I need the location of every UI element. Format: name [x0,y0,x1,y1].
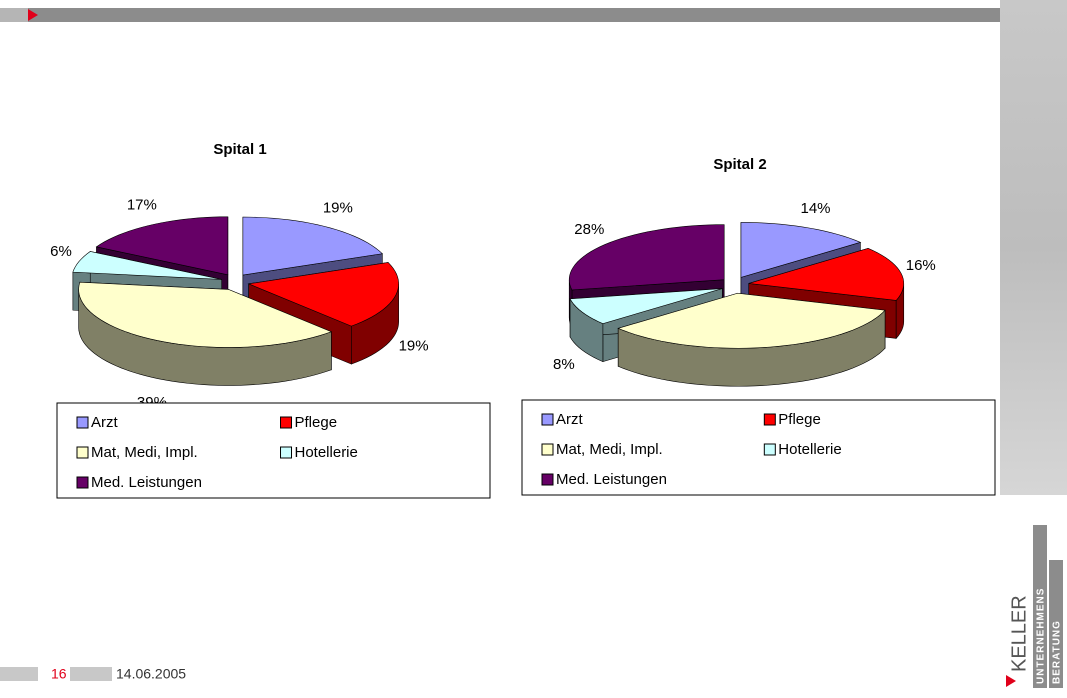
data-label: 14% [800,200,830,217]
legend-swatch [764,414,775,425]
legend-label: Hotellerie [778,441,841,458]
footer-box [0,667,38,681]
data-label: 6% [50,243,72,260]
logo-line2: BERATUNG [1052,620,1063,684]
footer-date: 14.06.2005 [116,666,186,682]
header-bar-end [0,8,28,22]
legend-label: Med. Leistungen [556,471,667,488]
legend-label: Arzt [556,411,584,428]
data-label: 17% [127,197,157,214]
legend-swatch [77,417,88,428]
data-label: 16% [906,257,936,274]
legend-swatch [542,444,553,455]
slide: 16 14.06.2005 KELLER UNTERNEHMENS BERATU… [0,0,1067,693]
legend-swatch [77,477,88,488]
legend-swatch [764,444,775,455]
legend-label: Pflege [778,411,821,428]
data-label: 19% [323,199,353,216]
legend-label: Mat, Medi, Impl. [91,444,198,461]
logo-name: KELLER [1008,595,1030,672]
logo-line1: UNTERNEHMENS [1036,588,1047,684]
legend-label: Arzt [91,414,119,431]
data-label: 19% [399,337,429,354]
side-photo [1000,0,1067,495]
legend-label: Hotellerie [295,444,358,461]
legend-swatch [281,417,292,428]
header-bar [0,8,1000,22]
legend-label: Pflege [295,414,338,431]
page: 16 14.06.2005 KELLER UNTERNEHMENS BERATU… [0,0,1067,698]
data-label: 28% [574,221,604,238]
legend-swatch [542,474,553,485]
legend-swatch [542,414,553,425]
chart-title: Spital 1 [213,141,266,158]
page-number: 16 [51,666,67,682]
logo-arrow [1006,675,1016,687]
legend-label: Med. Leistungen [91,474,202,491]
legend-swatch [281,447,292,458]
footer-box [70,667,112,681]
legend-swatch [77,447,88,458]
legend-label: Mat, Medi, Impl. [556,441,663,458]
data-label: 8% [553,356,575,373]
chart-title: Spital 2 [713,156,766,173]
